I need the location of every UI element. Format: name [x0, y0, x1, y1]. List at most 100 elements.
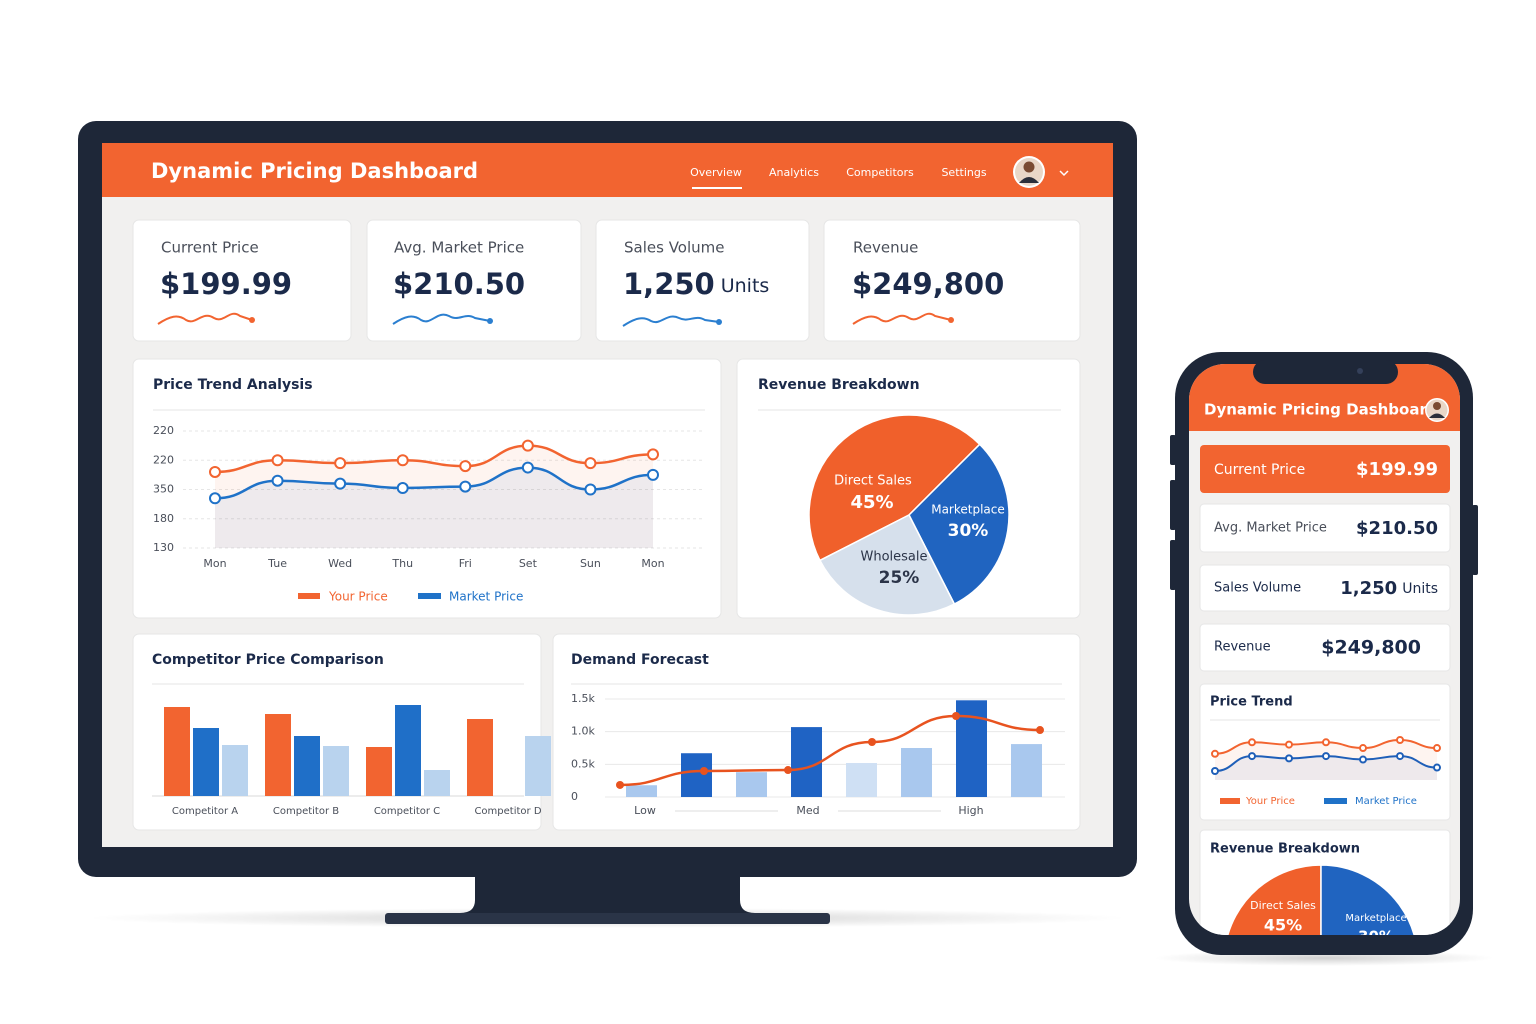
point — [584, 483, 597, 496]
pie-label: Marketplace — [1345, 913, 1406, 924]
chart-title: Revenue Breakdown — [1210, 842, 1360, 857]
point — [952, 711, 960, 720]
line — [619, 714, 1041, 787]
point — [584, 457, 597, 470]
chart-card — [1199, 683, 1451, 821]
bar — [424, 770, 450, 796]
y-tick-label: 0 — [571, 790, 578, 803]
y-tick-label: 1.5k — [571, 692, 595, 705]
bar — [525, 736, 551, 796]
kpi-card — [132, 219, 352, 342]
x-tick-label: High — [958, 804, 983, 817]
bar — [323, 746, 349, 796]
point — [459, 480, 472, 493]
bar — [164, 707, 190, 796]
kpi-value: $249,800 — [1321, 637, 1421, 659]
legend-label: Your Price — [328, 590, 388, 604]
point — [521, 439, 534, 452]
y-tick-label: 130 — [153, 541, 174, 554]
kpi-value: $199.99 — [160, 267, 292, 301]
phone-button — [1170, 435, 1176, 465]
kpi-label: Current Price — [161, 239, 259, 257]
point — [209, 492, 221, 505]
kpi-label: Avg. Market Price — [1214, 521, 1327, 536]
price-trend-chart: 220 220 350 180 130 Mon Tue Wed Thu Fri Set Sun Mon — [153, 424, 705, 570]
nav-item[interactable]: Settings — [941, 166, 986, 179]
kpi-unit: Units — [721, 275, 770, 297]
avatar[interactable] — [1425, 398, 1449, 422]
point — [334, 457, 347, 470]
point — [616, 780, 624, 789]
point — [784, 766, 792, 775]
monitor-neck — [460, 877, 755, 913]
y-tick-label: 220 — [153, 424, 174, 437]
bar — [467, 719, 493, 796]
monitor-base — [385, 913, 830, 924]
x-tick-label: Low — [634, 804, 656, 817]
x-tick-label: Thu — [391, 557, 413, 570]
x-tick-label: Tue — [267, 557, 287, 570]
kpi-label: Revenue — [853, 239, 918, 257]
bar — [366, 747, 392, 796]
pie-slice — [1291, 962, 1413, 1024]
point — [1211, 767, 1219, 775]
y-tick-label: 180 — [153, 512, 174, 525]
header-title: Dynamic Pricing Dashboard — [1204, 401, 1438, 419]
kpi-value: $210.50 — [393, 267, 525, 301]
phone-camera — [1357, 368, 1363, 374]
kpi-card — [595, 219, 810, 342]
pie-slice — [808, 414, 981, 562]
pie-value: 30% — [948, 521, 989, 541]
legend-swatch — [298, 593, 320, 599]
line — [214, 466, 654, 500]
point — [1322, 752, 1330, 761]
y-tick-label: 1.0k — [571, 725, 595, 738]
kpi-number: 1,250 — [623, 267, 715, 301]
legend-label: Market Price — [1355, 796, 1417, 807]
kpi-unit: Units — [1402, 581, 1438, 597]
y-tick-label: 0.5k — [571, 757, 595, 770]
kpi-label: Revenue — [1214, 640, 1271, 655]
bar — [265, 714, 291, 796]
pie-value: 25% — [879, 568, 920, 588]
point — [1359, 744, 1367, 753]
chart-title: Demand Forecast — [571, 652, 709, 668]
legend-swatch — [418, 593, 441, 599]
y-tick-label: 220 — [153, 453, 174, 466]
x-tick-label: Fri — [459, 557, 472, 570]
x-tick-label: Competitor C — [374, 806, 440, 817]
header-bar — [102, 143, 1113, 197]
kpi-card — [1199, 623, 1451, 672]
pie-label: Direct Sales — [1250, 899, 1316, 912]
pie-value: 45% — [1264, 916, 1302, 935]
point — [1248, 738, 1256, 747]
phone-button — [1170, 540, 1176, 590]
sparkline — [852, 312, 952, 325]
point — [868, 737, 876, 746]
bar — [681, 753, 712, 797]
kpi-card — [823, 219, 1081, 342]
point — [1211, 749, 1219, 758]
chart-title: Competitor Price Comparison — [152, 652, 384, 668]
competitor-chart: Competitor A Competitor B Competitor C Comp… — [152, 705, 551, 817]
pie-slice — [908, 443, 1010, 606]
sparkline-dot — [249, 317, 255, 323]
chevron[interactable] — [1059, 170, 1069, 177]
nav-item[interactable]: Competitors — [846, 166, 914, 179]
legend-label: Market Price — [449, 590, 523, 604]
mobile-pie-chart — [1223, 864, 1419, 1024]
y-tick-label: 350 — [153, 483, 174, 496]
kpi-value: $249,800 — [852, 267, 1004, 301]
point — [271, 474, 284, 487]
kpi-label: Current Price — [1214, 462, 1305, 478]
kpi-value: $199.99 — [1356, 459, 1438, 480]
nav-item[interactable]: Analytics — [769, 166, 819, 179]
sparkline — [622, 315, 720, 327]
avatar[interactable] — [1013, 156, 1045, 188]
point — [700, 766, 708, 775]
phone-screen: Dynamic Pricing Dashboard Current Price … — [1189, 364, 1460, 1024]
point — [1285, 754, 1293, 763]
kpi-card — [1200, 445, 1450, 493]
nav-item[interactable]: Overview — [690, 166, 742, 179]
